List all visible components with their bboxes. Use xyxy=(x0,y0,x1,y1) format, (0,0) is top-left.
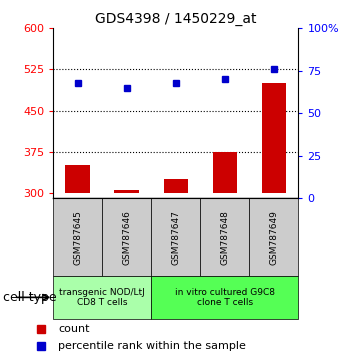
Title: GDS4398 / 1450229_at: GDS4398 / 1450229_at xyxy=(95,12,257,26)
Text: transgenic NOD/LtJ
CD8 T cells: transgenic NOD/LtJ CD8 T cells xyxy=(59,288,145,307)
Bar xyxy=(213,152,237,193)
Text: GSM787648: GSM787648 xyxy=(220,210,229,265)
Bar xyxy=(151,276,298,319)
Bar xyxy=(262,83,286,193)
Text: percentile rank within the sample: percentile rank within the sample xyxy=(58,341,246,351)
Text: GSM787649: GSM787649 xyxy=(269,210,279,265)
Bar xyxy=(53,276,151,319)
Bar xyxy=(249,198,298,276)
Text: count: count xyxy=(58,324,90,333)
Bar xyxy=(164,179,188,193)
Text: GSM787647: GSM787647 xyxy=(171,210,180,265)
Text: GSM787645: GSM787645 xyxy=(73,210,82,265)
Bar xyxy=(200,198,249,276)
Text: in vitro cultured G9C8
clone T cells: in vitro cultured G9C8 clone T cells xyxy=(175,288,275,307)
Bar xyxy=(151,198,200,276)
Text: GSM787646: GSM787646 xyxy=(122,210,131,265)
Bar xyxy=(53,198,102,276)
Text: cell type: cell type xyxy=(3,291,57,304)
Bar xyxy=(115,190,139,193)
Bar xyxy=(66,165,90,193)
Bar xyxy=(102,198,151,276)
